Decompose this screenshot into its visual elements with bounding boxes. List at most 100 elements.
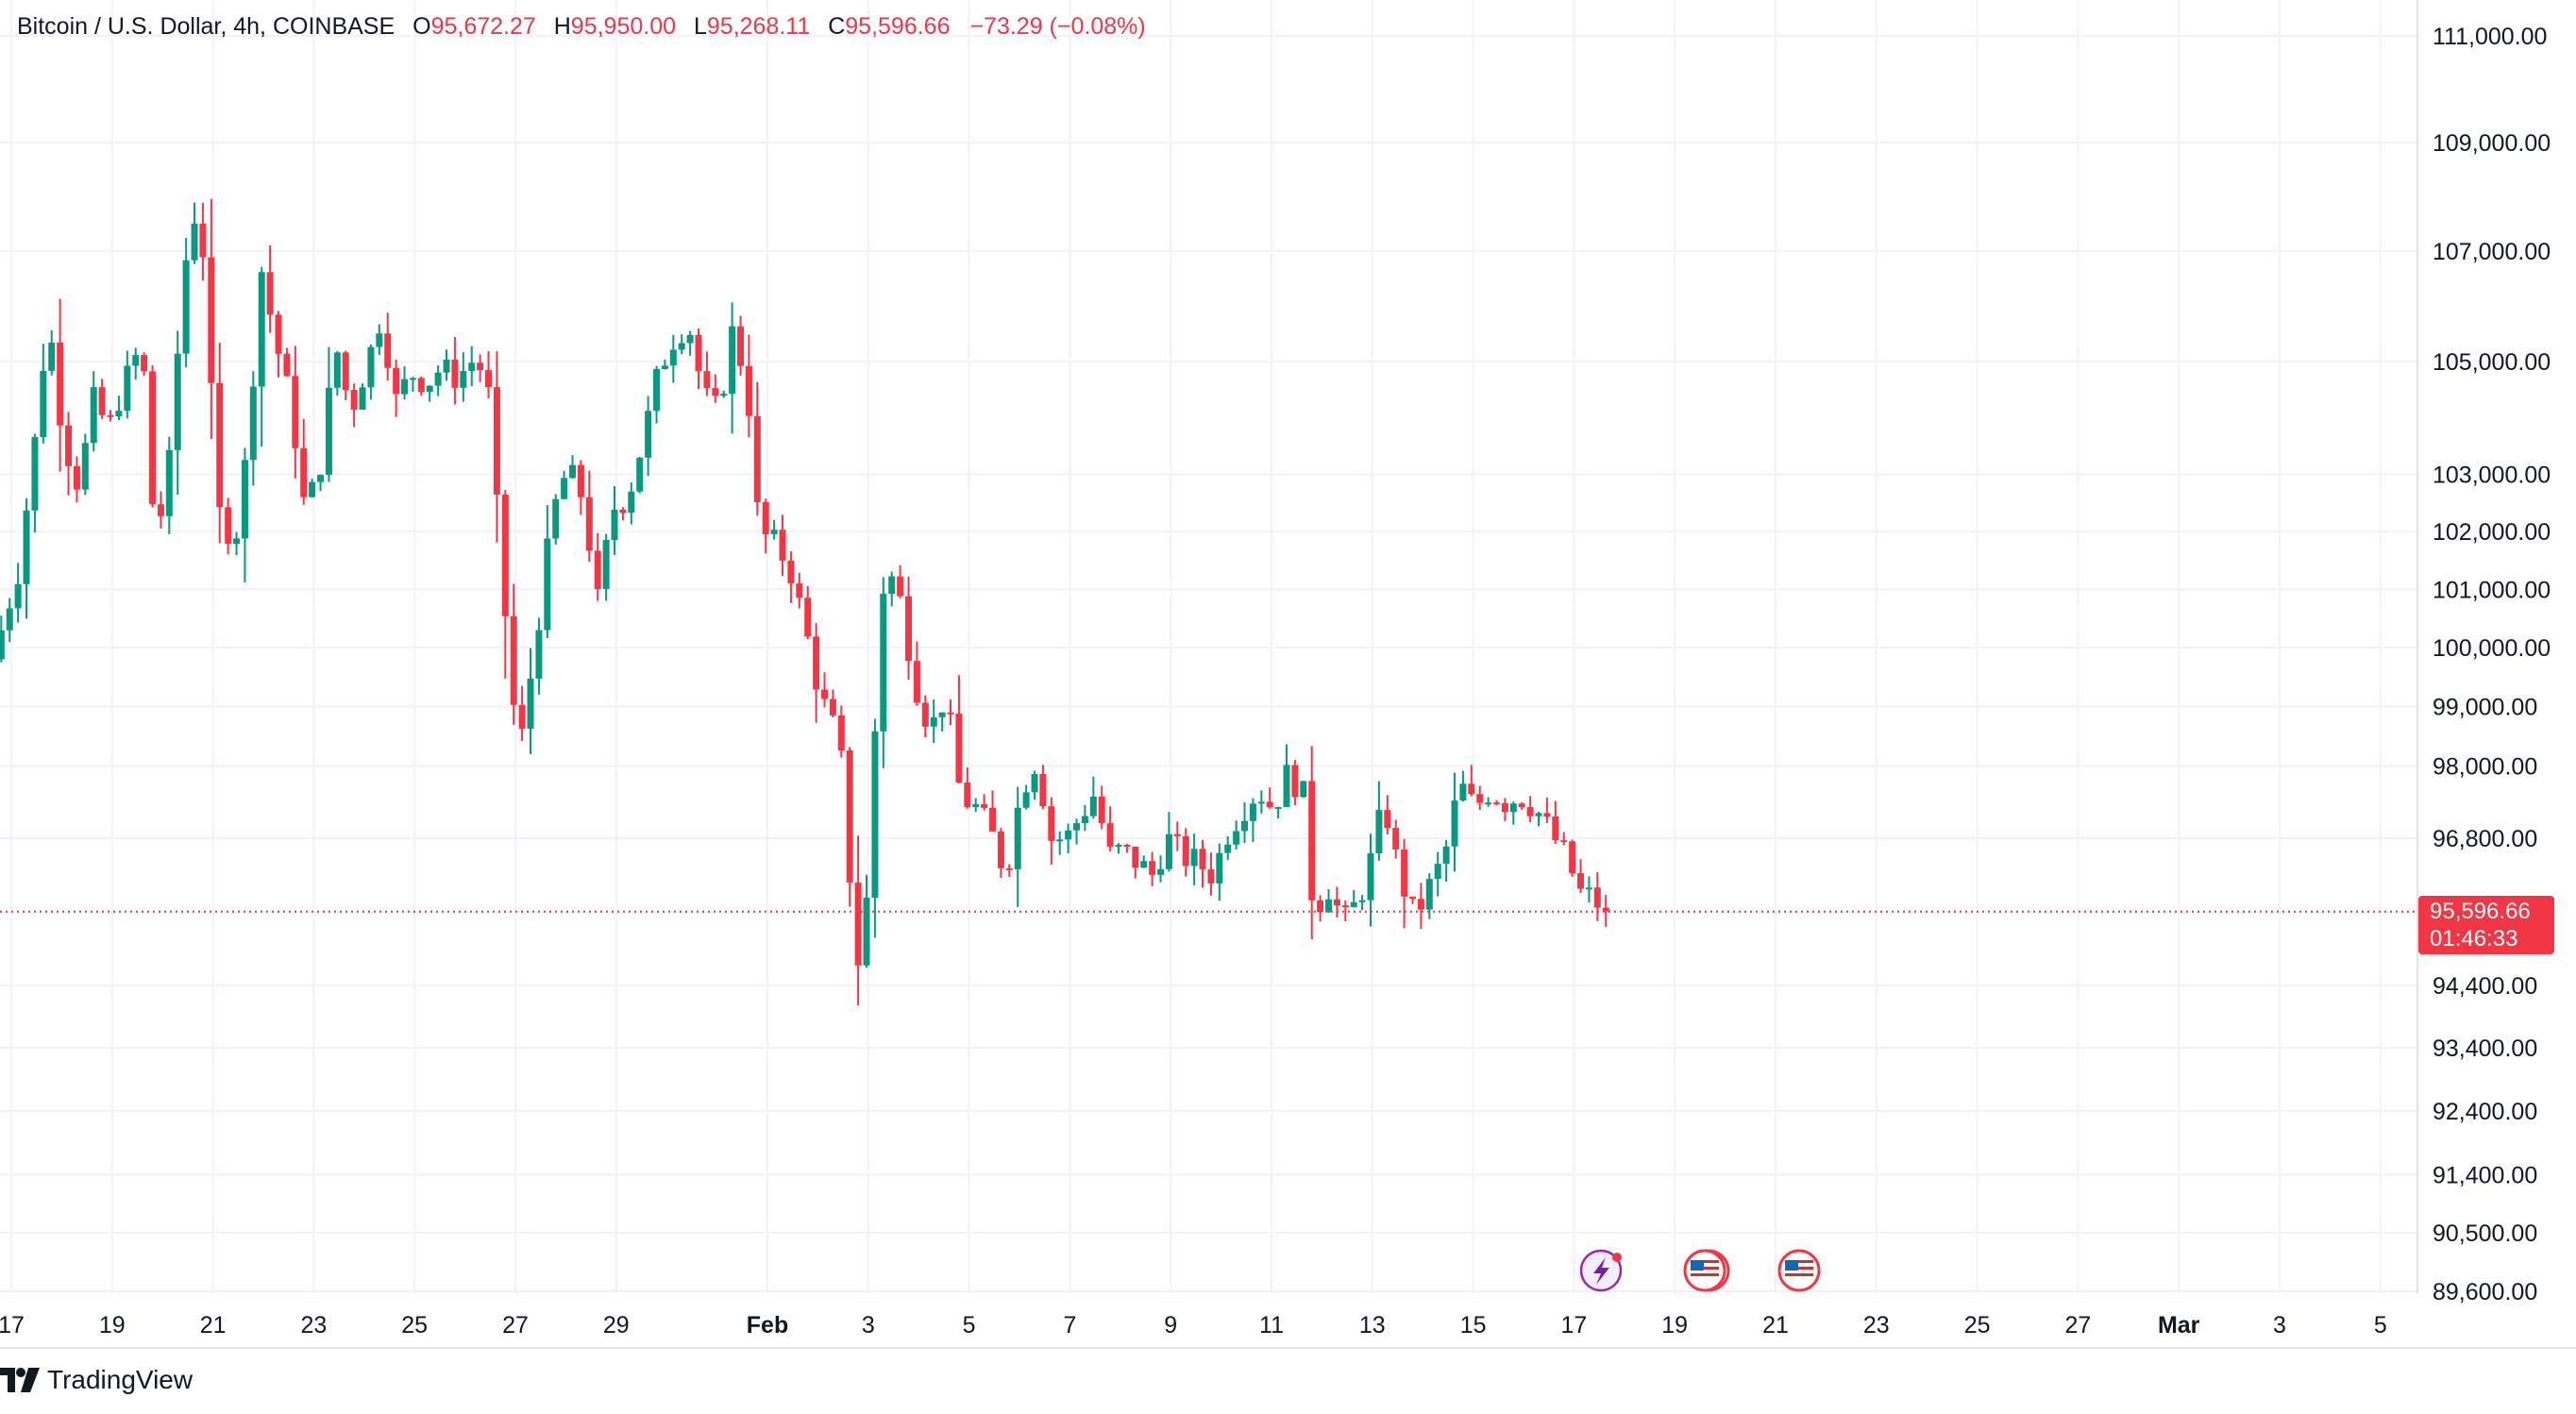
candle-body [501, 494, 509, 616]
candle-body [661, 365, 668, 369]
high-value: 95,950.00 [570, 13, 677, 40]
candle-body [737, 326, 745, 366]
candle-body [720, 394, 728, 396]
candle-body [947, 712, 954, 715]
candle-body [1384, 810, 1391, 829]
x-tick-label: 27 [2064, 1312, 2091, 1338]
candle-body [1358, 900, 1366, 902]
candle-body [249, 386, 257, 461]
close-value: 95,596.66 [845, 13, 951, 40]
candle-body [1569, 841, 1576, 874]
candle-body [552, 498, 560, 539]
candle-body [779, 530, 786, 561]
candle-body [359, 387, 366, 410]
low-label: L [693, 13, 707, 40]
candle-body [1106, 823, 1114, 847]
candle-body [1014, 807, 1021, 869]
candle-body [1291, 765, 1299, 798]
candle-body [1123, 844, 1131, 847]
brand-name: TradingView [47, 1365, 194, 1394]
x-tick-label: 21 [1762, 1312, 1789, 1338]
candle-body [241, 460, 248, 539]
candle-body [544, 538, 551, 631]
candle-body [955, 713, 963, 783]
candle-body [1199, 849, 1206, 869]
lightning-event-icon[interactable] [1579, 1249, 1623, 1292]
candle-body [997, 831, 1004, 868]
candle-body [796, 583, 803, 598]
candle-body [1375, 810, 1383, 853]
candle-body [451, 359, 459, 388]
candle-body [1451, 800, 1458, 847]
candle-body [938, 712, 946, 717]
candle-body [1585, 887, 1592, 890]
candle-body [157, 504, 164, 516]
bar-countdown: 01:46:33 [2430, 925, 2518, 951]
candle-body [787, 560, 795, 584]
candle-body [821, 689, 829, 699]
candle-body [585, 497, 593, 551]
candle-body [384, 333, 392, 368]
x-tick-label: 23 [1863, 1312, 1890, 1338]
candle-body [745, 365, 752, 416]
candle-body [871, 731, 879, 898]
candle-body [367, 346, 375, 388]
candle-body [1552, 816, 1559, 841]
candle-body [73, 465, 80, 490]
x-tick-label: 23 [300, 1312, 327, 1338]
x-axis[interactable]: 17 19 21 23 25 27 29 Feb 3 5 7 9 11 13 15 17 19 21 23 25 27 M… [0, 1312, 2387, 1338]
candle-body [1132, 846, 1139, 868]
candle-body [1333, 899, 1340, 906]
chart-grid [0, 0, 2417, 1293]
candle-body [48, 342, 56, 371]
candle-body [0, 630, 5, 660]
candle-body [1560, 840, 1568, 843]
candle-body [829, 699, 836, 715]
candle-body [1535, 813, 1542, 816]
symbol-title[interactable]: Bitcoin / U.S. Dollar, 4h, COINBASE [17, 13, 396, 40]
x-tick-label: 9 [1164, 1312, 1177, 1338]
candle-body [485, 370, 493, 388]
candle-body [317, 475, 325, 482]
x-tick-label: 15 [1460, 1312, 1487, 1338]
candle-body [199, 223, 207, 258]
us-flag-event-icon[interactable] [1777, 1249, 1821, 1292]
y-tick-label: 109,000.00 [2433, 130, 2551, 157]
y-tick-label: 89,600.00 [2433, 1279, 2537, 1305]
y-tick-label: 107,000.00 [2433, 239, 2551, 265]
candle-body [561, 478, 568, 499]
candle-body [535, 630, 543, 679]
candle-body [1602, 907, 1609, 912]
candle-body [837, 715, 845, 751]
candle-body [1493, 802, 1501, 805]
candle-body [1485, 802, 1492, 805]
x-tick-label: 11 [1259, 1312, 1284, 1338]
y-tick-label: 90,500.00 [2433, 1220, 2537, 1247]
candle-body [6, 608, 13, 631]
us-flag-event-icon[interactable] [1683, 1249, 1730, 1292]
candle-body [897, 576, 904, 597]
candle-body [1257, 801, 1265, 804]
candle-body [602, 539, 610, 590]
candle-body [921, 702, 929, 727]
candle-body [1501, 802, 1508, 813]
candle-body [1039, 773, 1047, 807]
x-tick-label: 25 [1964, 1312, 1991, 1338]
candle-body [888, 576, 896, 595]
candle-body [1274, 806, 1282, 809]
candle-body [989, 807, 997, 832]
candle-body [1509, 803, 1517, 813]
x-tick-label: 27 [502, 1312, 529, 1338]
y-axis[interactable]: 111,000.00 109,000.00 107,000.00 105,000.00… [2433, 24, 2551, 1305]
x-tick-label: Mar [2158, 1312, 2200, 1338]
y-tick-label: 100,000.00 [2433, 635, 2551, 662]
last-price-tag: 95,596.66 01:46:33 [2418, 895, 2554, 954]
candle-body [342, 352, 349, 391]
candle-body [770, 530, 778, 534]
candle-body [443, 359, 450, 373]
candle-body [1593, 887, 1601, 908]
tradingview-brand[interactable]: TradingView [0, 1365, 193, 1395]
candle-body [1543, 813, 1551, 817]
y-tick-label: 103,000.00 [2433, 463, 2551, 489]
